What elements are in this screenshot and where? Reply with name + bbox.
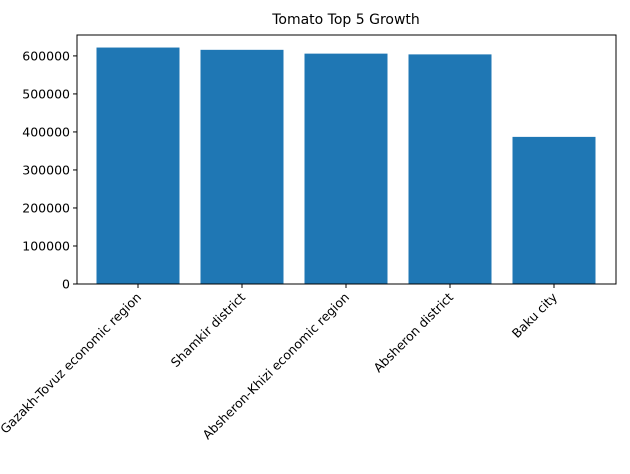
- plot-frame: [76, 34, 617, 285]
- y-tick-label: 200000: [22, 200, 70, 215]
- bar: [304, 53, 388, 285]
- x-tick-label: Shamkir district: [168, 289, 248, 369]
- y-tick-label: 500000: [22, 86, 70, 101]
- x-axis: Gazakh-Tovuz economic region Shamkir dist…: [0, 284, 561, 442]
- x-tick-label: Gazakh-Tovuz economic region: [0, 290, 144, 437]
- bar: [96, 47, 180, 284]
- x-tick-label: Baku city: [509, 289, 561, 341]
- bars: [96, 47, 596, 285]
- y-tick-label: 100000: [22, 238, 70, 253]
- bar: [408, 54, 492, 284]
- x-tick-label: Absheron district: [370, 289, 456, 375]
- chart-title: Tomato Top 5 Growth: [271, 12, 420, 28]
- y-axis: 0 100000 200000 300000 400000 500000 600000: [22, 48, 77, 292]
- bar: [512, 136, 596, 284]
- bar: [200, 49, 284, 284]
- y-tick-label: 600000: [22, 48, 70, 63]
- y-tick-label: 300000: [22, 162, 70, 177]
- y-tick-label: 400000: [22, 124, 70, 139]
- y-tick-label: 0: [62, 277, 70, 292]
